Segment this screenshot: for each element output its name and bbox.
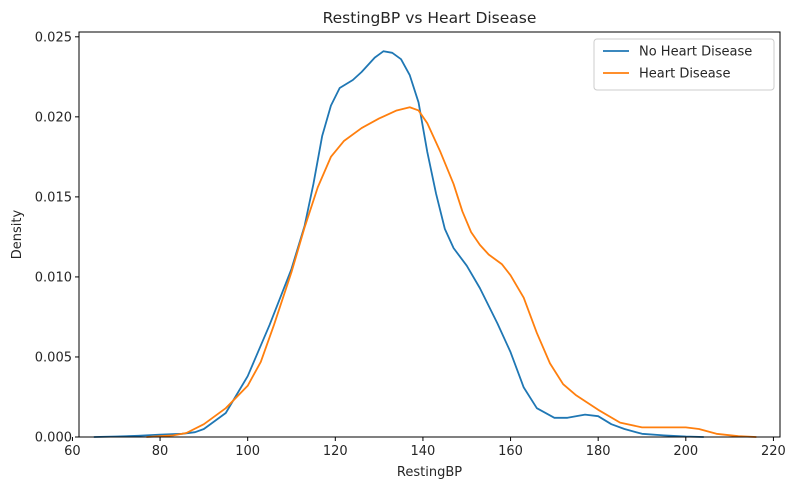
- y-tick-label: 0.025: [35, 30, 72, 45]
- y-tick-label: 0.005: [35, 350, 72, 365]
- legend: No Heart Disease Heart Disease: [593, 38, 775, 91]
- y-tick-label: 0.000: [35, 431, 72, 446]
- series-line-2: [146, 106, 757, 438]
- x-tick-label: 60: [64, 444, 81, 459]
- series-line-1: [93, 50, 705, 438]
- legend-label: Heart Disease: [639, 67, 730, 82]
- y-axis: 0.000 0.005 0.010 0.015 0.020 0.025: [35, 30, 79, 446]
- legend-label: No Heart Disease: [639, 45, 752, 60]
- y-tick-label: 0.010: [35, 270, 72, 285]
- y-tick-label: 0.015: [35, 190, 72, 205]
- y-tick-label: 0.020: [35, 110, 72, 125]
- x-tick-label: 220: [761, 444, 786, 459]
- x-tick-label: 120: [323, 444, 348, 459]
- y-axis-label: Density: [10, 209, 25, 259]
- legend-box: [593, 38, 775, 91]
- x-tick-label: 180: [586, 444, 611, 459]
- x-tick-label: 80: [152, 444, 169, 459]
- plot-lines: [93, 50, 757, 438]
- x-tick-label: 140: [411, 444, 436, 459]
- x-axis-label: RestingBP: [397, 465, 462, 480]
- x-tick-label: 200: [673, 444, 698, 459]
- chart-title: RestingBP vs Heart Disease: [323, 9, 537, 27]
- x-tick-label: 100: [235, 444, 260, 459]
- x-tick-label: 160: [498, 444, 523, 459]
- plot-frame: [78, 31, 781, 438]
- x-axis: 60 80 100 120 140 160 180 200 220: [64, 437, 786, 459]
